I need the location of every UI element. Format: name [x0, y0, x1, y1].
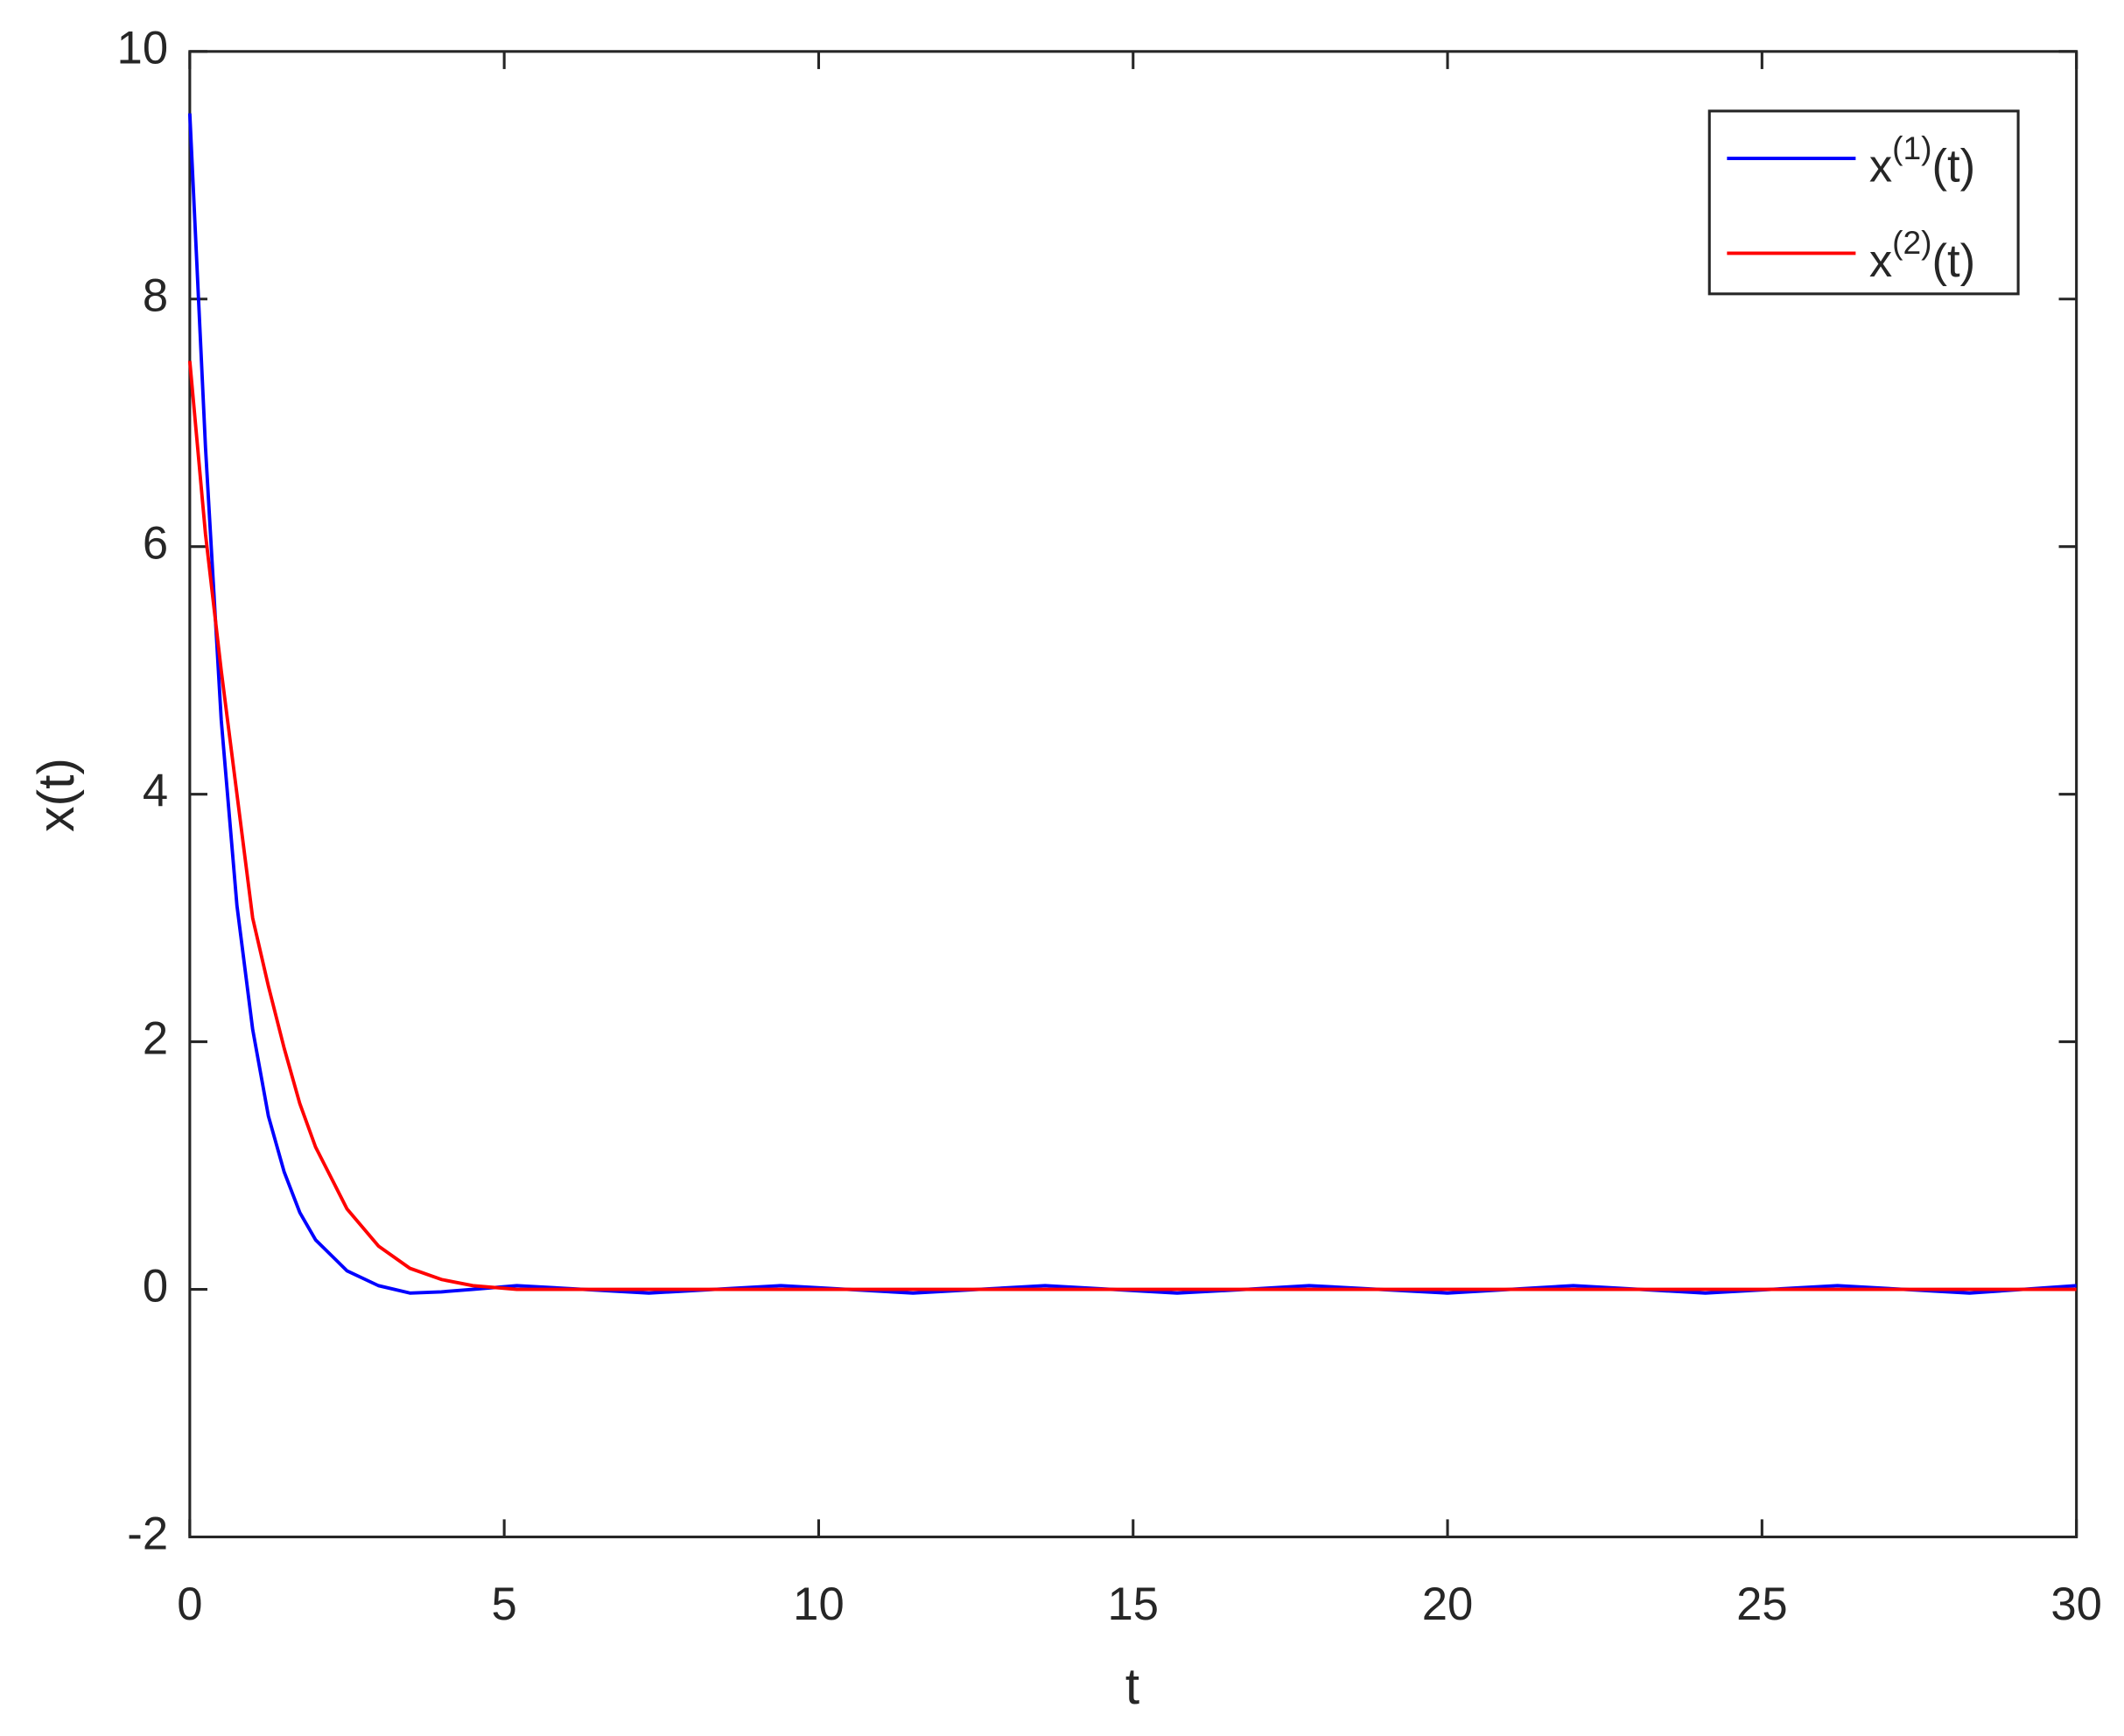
x-axis-label: t	[1125, 1658, 1139, 1715]
y-tick-label: 10	[117, 23, 169, 74]
x-tick-label: 25	[1736, 1578, 1788, 1630]
y-axis-label: x(t)	[28, 758, 85, 832]
x-tick-label: 10	[793, 1578, 845, 1630]
y-tick-label: 0	[143, 1260, 168, 1312]
y-tick-label: 8	[143, 270, 168, 322]
x-tick-label: 15	[1107, 1578, 1159, 1630]
y-tick-label: -2	[127, 1508, 168, 1559]
x-tick-label: 0	[177, 1578, 202, 1630]
legend-box	[1707, 109, 2020, 296]
series-line	[187, 360, 2077, 1292]
x-tick-label: 20	[1422, 1578, 1474, 1630]
legend-label: x(1)(t)	[1869, 130, 1975, 192]
y-tick-label: 4	[143, 766, 168, 817]
x-tick-label: 5	[492, 1578, 517, 1630]
y-tick-label: 2	[143, 1012, 168, 1064]
y-tick-label: 6	[143, 518, 168, 570]
legend-label: x(2)(t)	[1869, 224, 1975, 287]
x-tick-label: 30	[2050, 1578, 2102, 1630]
